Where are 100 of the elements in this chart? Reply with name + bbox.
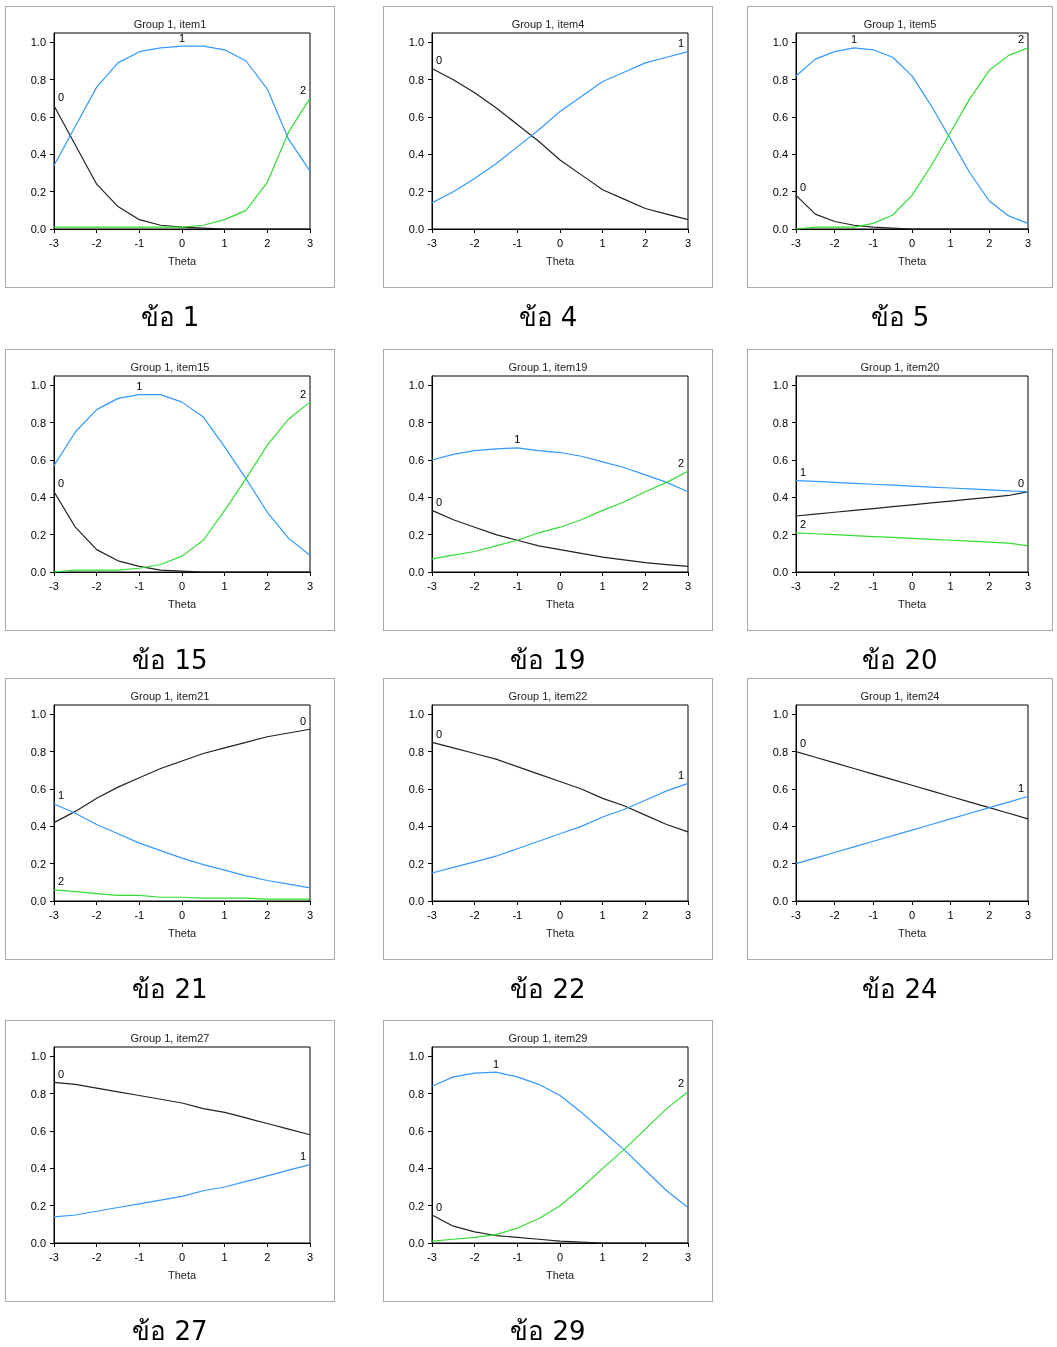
text: ข้อ 15 <box>131 644 209 677</box>
y-tick-label: 1.0 <box>408 379 424 392</box>
x-tick-label: 1 <box>221 236 228 249</box>
x-tick-label: 1 <box>947 579 954 592</box>
x-tick-label: -2 <box>829 579 840 592</box>
y-tick-label: 0.8 <box>772 745 788 758</box>
y-tick-label: 1.0 <box>30 1050 46 1063</box>
x-tick-label: 0 <box>178 908 186 921</box>
y-tick-label: 0.4 <box>772 491 788 504</box>
series-label: 1 <box>514 433 521 446</box>
y-tick-label: 0.8 <box>772 73 788 86</box>
y-tick-label: 0.8 <box>30 416 46 429</box>
chart-title: Group 1, item20 <box>860 360 940 373</box>
chart-title: Group 1, item21 <box>130 689 210 702</box>
series-label: 0 <box>435 53 443 66</box>
y-tick-label: 0.2 <box>408 528 424 541</box>
x-tick-label: -3 <box>49 1250 59 1263</box>
y-tick-label: 0.4 <box>408 1162 424 1175</box>
x-tick-label: 0 <box>556 236 564 249</box>
x-tick-label: -3 <box>427 236 437 249</box>
series-label: 2 <box>299 387 307 400</box>
x-tick-label: 3 <box>306 908 314 921</box>
y-tick-label: 0.8 <box>30 1087 46 1100</box>
series-label: 1 <box>677 37 685 50</box>
x-tick-label: -2 <box>469 1250 480 1263</box>
x-tick-label: -2 <box>829 908 840 921</box>
y-tick-label: 0.6 <box>772 454 788 466</box>
line-series <box>431 51 689 204</box>
chart-title: Group 1, item29 <box>508 1031 588 1044</box>
line-series <box>431 509 689 567</box>
line-series <box>431 1071 689 1209</box>
y-tick-label: 0.0 <box>772 223 788 235</box>
y-tick-label: 0.4 <box>30 491 46 504</box>
x-tick-label: 0 <box>556 579 564 592</box>
y-tick-label: 0.8 <box>30 73 46 86</box>
series-label: 1 <box>492 1057 500 1070</box>
x-tick-label: -2 <box>91 908 102 921</box>
x-tick-label: 2 <box>264 1250 271 1263</box>
x-tick-label: 3 <box>684 579 692 592</box>
chart-title: Group 1, item27 <box>130 1031 210 1044</box>
series-label: 0 <box>799 180 807 193</box>
x-tick-label: 0 <box>556 1250 564 1263</box>
x-tick-label: 3 <box>684 908 692 921</box>
x-tick-label: 2 <box>986 579 993 592</box>
x-tick-label: 1 <box>599 236 606 249</box>
x-tick-label: -2 <box>91 579 102 592</box>
y-tick-label: 0.2 <box>30 528 46 541</box>
x-tick-label: -3 <box>427 579 437 592</box>
y-tick-label: 0.4 <box>30 148 46 161</box>
x-tick-label: -3 <box>427 908 437 921</box>
y-tick-label: 1.0 <box>408 1050 424 1063</box>
x-tick-label: -2 <box>469 236 480 249</box>
series-label: 0 <box>57 1067 65 1080</box>
x-axis-title: Theta <box>167 597 197 610</box>
x-tick-label: 0 <box>178 236 186 249</box>
y-tick-label: 0.2 <box>408 857 424 870</box>
x-tick-label: 3 <box>684 236 692 249</box>
x-tick-label: 0 <box>178 579 186 592</box>
line-series <box>53 1081 311 1136</box>
chart-title: Group 1, item24 <box>860 689 940 702</box>
series-label: 1 <box>799 466 807 479</box>
x-tick-label: -3 <box>427 1250 437 1263</box>
y-tick-label: 1.0 <box>408 708 424 721</box>
chart-title: Group 1, item19 <box>508 360 588 373</box>
line-series <box>795 795 1029 865</box>
x-tick-label: -3 <box>791 579 801 592</box>
y-tick-label: 1.0 <box>772 708 788 721</box>
y-tick-label: 0.0 <box>30 895 46 907</box>
y-tick-label: 0.4 <box>772 820 788 833</box>
text: ข้อ 24 <box>861 973 939 1006</box>
x-tick-label: 3 <box>306 236 314 249</box>
line-series <box>53 728 311 824</box>
x-tick-label: -1 <box>134 1250 145 1263</box>
line-series <box>431 741 689 833</box>
y-tick-label: 0.6 <box>30 1125 46 1137</box>
y-tick-label: 0.8 <box>408 745 424 758</box>
text: ข้อ 1 <box>139 301 201 334</box>
text: ข้อ 27 <box>131 1315 209 1347</box>
x-tick-label: 2 <box>986 236 993 249</box>
text: ข้อ 22 <box>509 973 587 1006</box>
x-tick-label: -1 <box>134 236 145 249</box>
x-tick-label: -1 <box>868 579 879 592</box>
y-tick-label: 0.2 <box>408 1199 424 1212</box>
y-tick-label: 0.4 <box>772 148 788 161</box>
line-series <box>431 67 689 221</box>
y-tick-label: 0.8 <box>30 745 46 758</box>
y-tick-label: 0.0 <box>30 566 46 578</box>
x-tick-label: 0 <box>908 579 916 592</box>
x-tick-label: 0 <box>908 236 916 249</box>
series-label: 2 <box>1017 33 1025 46</box>
x-axis-title: Theta <box>897 254 927 267</box>
x-axis-title: Theta <box>897 597 927 610</box>
text: ข้อ 19 <box>509 644 587 677</box>
chart-title: Group 1, item1 <box>133 17 207 30</box>
x-tick-label: -1 <box>512 236 523 249</box>
series-label: 1 <box>136 380 143 393</box>
y-tick-label: 0.4 <box>408 148 424 161</box>
x-tick-label: 1 <box>221 579 228 592</box>
x-tick-label: -1 <box>512 579 523 592</box>
x-tick-label: 3 <box>306 1250 314 1263</box>
